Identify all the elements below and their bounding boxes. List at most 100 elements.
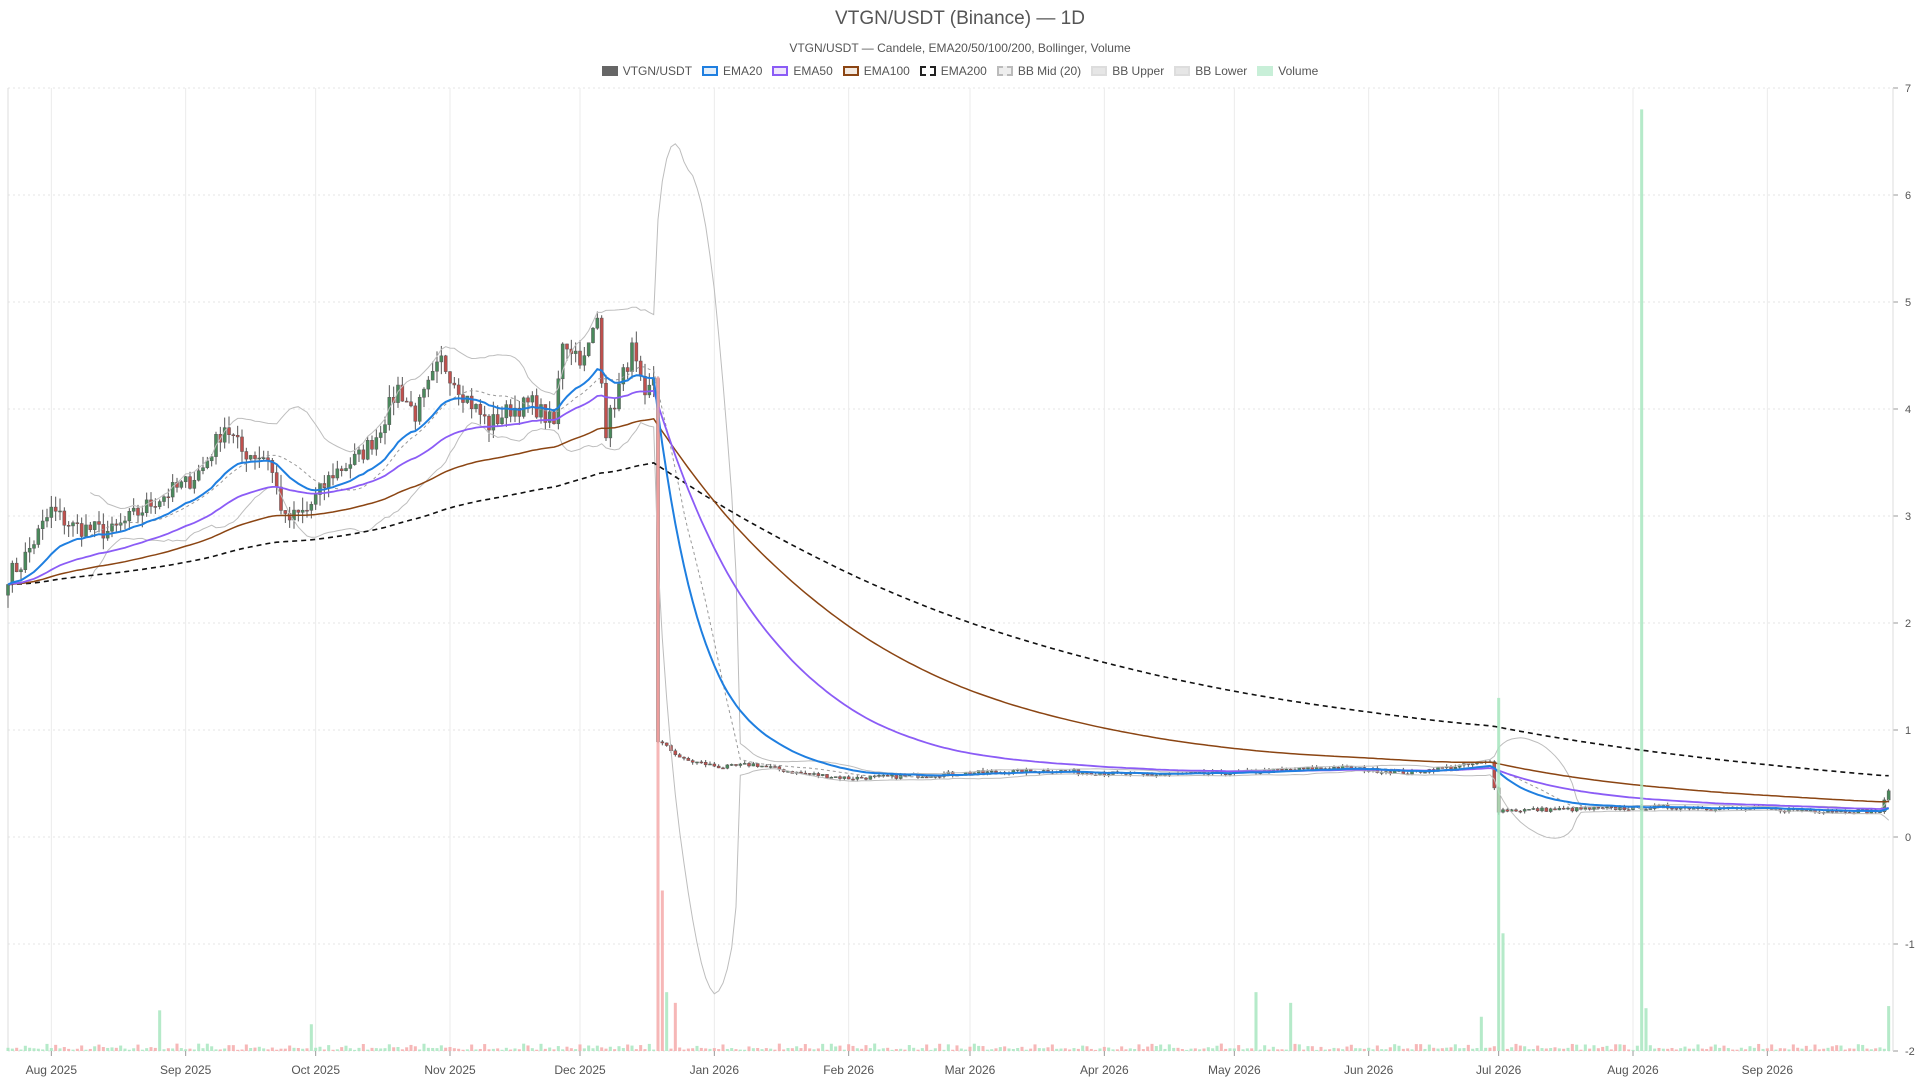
volume-bar xyxy=(1089,1048,1093,1051)
volume-bar xyxy=(1774,1049,1778,1051)
legend-item-6[interactable]: BB Upper xyxy=(1091,64,1164,78)
volume-bar xyxy=(305,1048,309,1051)
volume-bar xyxy=(1115,1049,1119,1051)
candle xyxy=(612,407,617,410)
candle xyxy=(144,499,149,514)
candle xyxy=(248,455,253,460)
volume-bar xyxy=(1462,1048,1466,1051)
volume-bar xyxy=(279,1048,283,1051)
x-tick-label: Aug 2026 xyxy=(1607,1063,1659,1077)
legend-label: Volume xyxy=(1278,64,1319,78)
candle xyxy=(491,414,496,431)
legend-item-2[interactable]: EMA50 xyxy=(772,64,833,78)
volume-bar xyxy=(54,1044,58,1051)
candle xyxy=(235,435,240,438)
candle xyxy=(71,522,75,527)
candle xyxy=(773,766,777,768)
volume-bar xyxy=(1276,1049,1280,1051)
candle xyxy=(136,507,140,516)
volume-bar xyxy=(1700,1048,1704,1051)
candle xyxy=(573,350,578,354)
volume-bar xyxy=(374,1048,378,1051)
candle xyxy=(985,771,990,774)
volume-bar xyxy=(409,1044,413,1051)
volume-bar xyxy=(721,1044,725,1051)
candle xyxy=(222,427,227,443)
legend-item-5[interactable]: BB Mid (20) xyxy=(996,64,1081,78)
volume-bar xyxy=(1783,1048,1787,1051)
volume-bar xyxy=(1198,1049,1202,1051)
candle xyxy=(742,763,747,765)
volume-bar xyxy=(899,1048,903,1051)
candle xyxy=(608,407,613,439)
volume-bar xyxy=(990,1049,994,1051)
volume-bar xyxy=(751,1048,755,1051)
volume-bar xyxy=(1878,1047,1882,1051)
volume-bar xyxy=(1739,1047,1743,1051)
volume-bar xyxy=(80,1045,84,1051)
volume-bar xyxy=(1709,1046,1713,1051)
volume-bar xyxy=(959,1048,963,1051)
candle xyxy=(621,367,626,385)
volume-bar xyxy=(465,1049,469,1051)
legend-item-0[interactable]: VTGN/USDT xyxy=(601,64,692,78)
candle xyxy=(981,770,985,774)
candle xyxy=(32,544,36,549)
legend-item-4[interactable]: EMA200 xyxy=(919,64,987,78)
legend-item-8[interactable]: Volume xyxy=(1257,64,1318,78)
volume-bar xyxy=(266,1049,270,1051)
candle xyxy=(374,437,379,450)
volume-bar xyxy=(1219,1043,1223,1051)
candle xyxy=(708,763,712,766)
candle xyxy=(768,766,773,768)
volume-bar xyxy=(1055,1048,1059,1051)
volume-bar xyxy=(1154,1046,1158,1051)
volume-bar xyxy=(574,1049,578,1051)
volume-bar xyxy=(288,1045,292,1051)
volume-bar xyxy=(1328,1049,1332,1051)
candle xyxy=(75,522,80,524)
candle xyxy=(760,765,764,768)
volume-bar xyxy=(197,1043,201,1051)
volume-bar xyxy=(634,1049,638,1051)
volume-bar xyxy=(1414,1044,1418,1051)
volume-bar xyxy=(855,1048,859,1051)
volume-bar xyxy=(478,1048,482,1051)
volume-bar xyxy=(1306,1046,1310,1051)
volume-bar xyxy=(275,1049,279,1051)
candle xyxy=(383,424,387,434)
volume-bar xyxy=(10,1048,14,1051)
volume-bar xyxy=(93,1046,97,1051)
volume-bar xyxy=(1167,1044,1171,1051)
legend-item-1[interactable]: EMA20 xyxy=(702,64,762,78)
volume-bar xyxy=(786,1048,790,1051)
volume-bar xyxy=(483,1044,487,1051)
volume-bar xyxy=(357,1047,361,1051)
volume-bar xyxy=(1245,1048,1249,1051)
volume-bar xyxy=(162,1049,166,1051)
legend-item-7[interactable]: BB Lower xyxy=(1174,64,1247,78)
volume-bar xyxy=(1696,1044,1700,1051)
candle xyxy=(855,776,860,780)
candle xyxy=(1644,809,1648,811)
volume-bar xyxy=(1241,1049,1245,1051)
volume-bar xyxy=(695,1045,699,1051)
volume-bar xyxy=(426,1047,430,1051)
volume-bar xyxy=(1341,1049,1345,1051)
candle xyxy=(1626,809,1631,811)
volume-bar xyxy=(1874,1048,1878,1051)
volume-bar xyxy=(1410,1049,1414,1051)
legend-item-3[interactable]: EMA100 xyxy=(842,64,910,78)
volume-bar xyxy=(1384,1049,1388,1051)
candle xyxy=(110,523,114,532)
candle xyxy=(413,405,418,422)
volume-bar xyxy=(1033,1044,1037,1051)
volume-bar xyxy=(894,1049,898,1051)
x-tick-label: Jul 2026 xyxy=(1476,1063,1522,1077)
volume-bar xyxy=(1735,1049,1739,1051)
volume-bar xyxy=(860,1048,864,1051)
volume-bar xyxy=(1540,1048,1544,1051)
volume-bar xyxy=(136,1044,140,1051)
candle xyxy=(647,384,652,396)
volume-bar xyxy=(1566,1047,1570,1051)
